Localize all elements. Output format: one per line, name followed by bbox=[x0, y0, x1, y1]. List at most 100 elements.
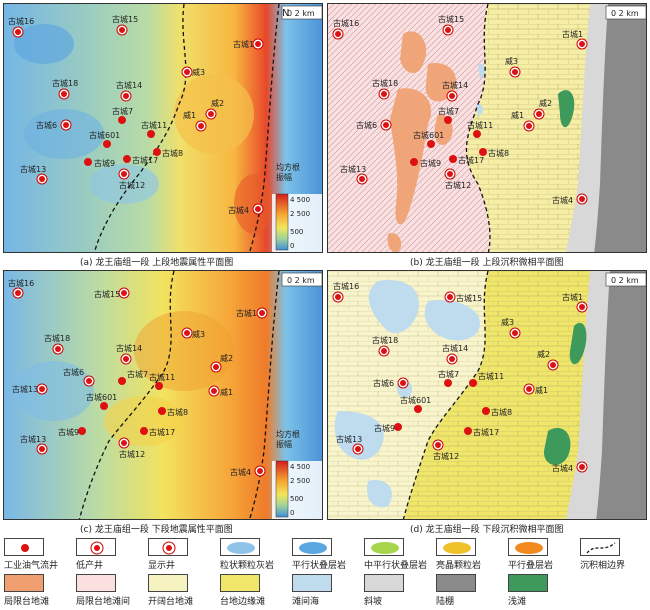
svg-text:古城601: 古城601 bbox=[400, 395, 431, 405]
legend-swatch bbox=[364, 574, 404, 592]
legend-label: 开阔台地滩 bbox=[148, 597, 194, 607]
legend-label: 平行叠层岩 bbox=[508, 561, 554, 571]
svg-text:古城14: 古城14 bbox=[116, 343, 142, 353]
wells-a: 古城16 古城15 古城1 威3 古城18 古城14 威2 古城6 古城7 威1… bbox=[8, 14, 264, 215]
svg-text:古城14: 古城14 bbox=[442, 80, 468, 90]
svg-text:威2: 威2 bbox=[537, 349, 550, 359]
svg-text:古城14: 古城14 bbox=[442, 343, 468, 353]
svg-text:古城13: 古城13 bbox=[20, 434, 46, 444]
svg-text:威1: 威1 bbox=[535, 385, 548, 395]
svg-text:古城18: 古城18 bbox=[44, 333, 70, 343]
svg-text:均方根: 均方根 bbox=[276, 429, 300, 439]
panel-a-map: 古城16 古城15 古城1 威3 古城18 古城14 威2 古城6 古城7 威1… bbox=[4, 4, 322, 252]
legend-swatch bbox=[292, 538, 332, 556]
svg-text:古城12: 古城12 bbox=[119, 449, 145, 459]
svg-text:威3: 威3 bbox=[501, 317, 514, 327]
wells-b: 古城16 古城15 古城1 威3 古城18 古城14 威2 古城6 古城7 威1… bbox=[332, 14, 588, 205]
svg-text:古城11: 古城11 bbox=[478, 371, 504, 381]
svg-text:N: N bbox=[282, 8, 289, 19]
legend-label: 陆棚 bbox=[436, 597, 455, 607]
legend-label: 局限台地滩间 bbox=[76, 597, 131, 607]
svg-text:0 2 km: 0 2 km bbox=[287, 276, 315, 285]
colorbar-a: 均方根 振幅 4 500 2 500 500 0 bbox=[272, 162, 322, 252]
svg-text:古城601: 古城601 bbox=[89, 130, 120, 140]
svg-text:古城601: 古城601 bbox=[86, 392, 117, 402]
legend-swatch bbox=[220, 538, 260, 556]
svg-text:威1: 威1 bbox=[511, 110, 524, 120]
svg-text:古城17: 古城17 bbox=[458, 155, 484, 165]
svg-text:均方根: 均方根 bbox=[276, 162, 300, 172]
svg-text:威3: 威3 bbox=[505, 56, 518, 66]
legend-label: 台地边缘滩 bbox=[220, 597, 266, 607]
legend-swatch bbox=[148, 538, 188, 556]
svg-text:古城7: 古城7 bbox=[438, 106, 459, 116]
legend-label: 浅滩 bbox=[508, 597, 527, 607]
svg-text:古城9: 古城9 bbox=[58, 427, 79, 437]
svg-text:古城13: 古城13 bbox=[12, 384, 38, 394]
svg-text:古城17: 古城17 bbox=[473, 427, 499, 437]
svg-text:4 500: 4 500 bbox=[290, 196, 310, 204]
svg-text:古城13: 古城13 bbox=[20, 164, 46, 174]
legend-swatch bbox=[292, 574, 332, 592]
svg-text:古城17: 古城17 bbox=[132, 155, 158, 165]
caption-a: (a) 龙王庙组一段 上段地震属性平面图 bbox=[80, 258, 234, 268]
svg-text:2 500: 2 500 bbox=[290, 477, 310, 485]
scale-bar-c: 0 2 km bbox=[281, 272, 322, 287]
legend-label: 平行状叠层岩 bbox=[292, 561, 347, 571]
panel-b-map: 古城16 古城15 古城1 威3 古城18 古城14 威2 古城6 古城7 威1… bbox=[328, 4, 646, 252]
svg-text:古城16: 古城16 bbox=[8, 16, 34, 26]
svg-text:古城1: 古城1 bbox=[562, 292, 583, 302]
svg-text:古城11: 古城11 bbox=[141, 120, 167, 130]
svg-text:振幅: 振幅 bbox=[276, 172, 292, 182]
legend-label: 沉积相边界 bbox=[580, 561, 626, 571]
svg-text:古城9: 古城9 bbox=[94, 158, 115, 168]
svg-text:古城4: 古城4 bbox=[552, 195, 573, 205]
legend-label: 低产井 bbox=[76, 561, 104, 571]
svg-text:0 2 km: 0 2 km bbox=[611, 9, 639, 18]
svg-text:古城15: 古城15 bbox=[456, 293, 482, 303]
svg-text:古城18: 古城18 bbox=[372, 335, 398, 345]
beach-patches-b bbox=[387, 31, 457, 252]
svg-text:威1: 威1 bbox=[220, 387, 233, 397]
legend-swatch bbox=[364, 538, 404, 556]
svg-text:威3: 威3 bbox=[192, 329, 205, 339]
svg-text:威3: 威3 bbox=[192, 67, 205, 77]
svg-text:古城15: 古城15 bbox=[112, 14, 138, 24]
svg-text:古城4: 古城4 bbox=[228, 205, 249, 215]
svg-text:古城16: 古城16 bbox=[8, 278, 34, 288]
svg-text:古城601: 古城601 bbox=[413, 130, 444, 140]
svg-text:古城16: 古城16 bbox=[333, 18, 359, 28]
svg-text:古城9: 古城9 bbox=[420, 158, 441, 168]
wells-c: 古城16 古城15 古城1 威3 古城18 古城14 威2 古城6 古城7 威1… bbox=[8, 278, 268, 477]
legend-swatch bbox=[220, 574, 260, 592]
svg-text:古城15: 古城15 bbox=[94, 289, 120, 299]
legend-swatch bbox=[76, 574, 116, 592]
caption-c: (c) 龙王庙组一段 下段地震属性平面图 bbox=[80, 525, 233, 535]
legend-swatch bbox=[4, 538, 44, 556]
svg-text:古城13: 古城13 bbox=[340, 164, 366, 174]
legend-label: 粒状颗粒灰岩 bbox=[220, 561, 275, 571]
wells-d: 古城16 古城15 古城1 威3 古城18 古城14 威2 古城6 古城7 威1… bbox=[332, 281, 588, 473]
svg-text:2 500: 2 500 bbox=[290, 210, 310, 218]
legend-label: 滩间海 bbox=[292, 597, 320, 607]
svg-text:古城9: 古城9 bbox=[374, 423, 395, 433]
svg-text:古城12: 古城12 bbox=[119, 180, 145, 190]
legend-label: 斜坡 bbox=[364, 597, 383, 607]
svg-text:威2: 威2 bbox=[220, 353, 233, 363]
svg-text:古城6: 古城6 bbox=[36, 120, 57, 130]
svg-text:古城7: 古城7 bbox=[438, 369, 459, 379]
legend-label: 局限台地滩 bbox=[4, 597, 50, 607]
legend-swatch bbox=[436, 538, 476, 556]
svg-text:古城6: 古城6 bbox=[373, 378, 394, 388]
legend-label: 显示井 bbox=[148, 561, 176, 571]
svg-text:古城8: 古城8 bbox=[162, 148, 183, 158]
legend-swatch bbox=[4, 574, 44, 592]
svg-text:500: 500 bbox=[290, 228, 303, 236]
svg-text:0: 0 bbox=[290, 242, 294, 250]
panel-c-seismic-lower: 古城16 古城15 古城1 威3 古城18 古城14 威2 古城6 古城7 威1… bbox=[3, 270, 323, 520]
svg-text:古城12: 古城12 bbox=[445, 180, 471, 190]
svg-text:古城4: 古城4 bbox=[230, 467, 251, 477]
legend-swatch bbox=[76, 538, 116, 556]
svg-text:威1: 威1 bbox=[183, 110, 196, 120]
svg-text:古城18: 古城18 bbox=[52, 78, 78, 88]
